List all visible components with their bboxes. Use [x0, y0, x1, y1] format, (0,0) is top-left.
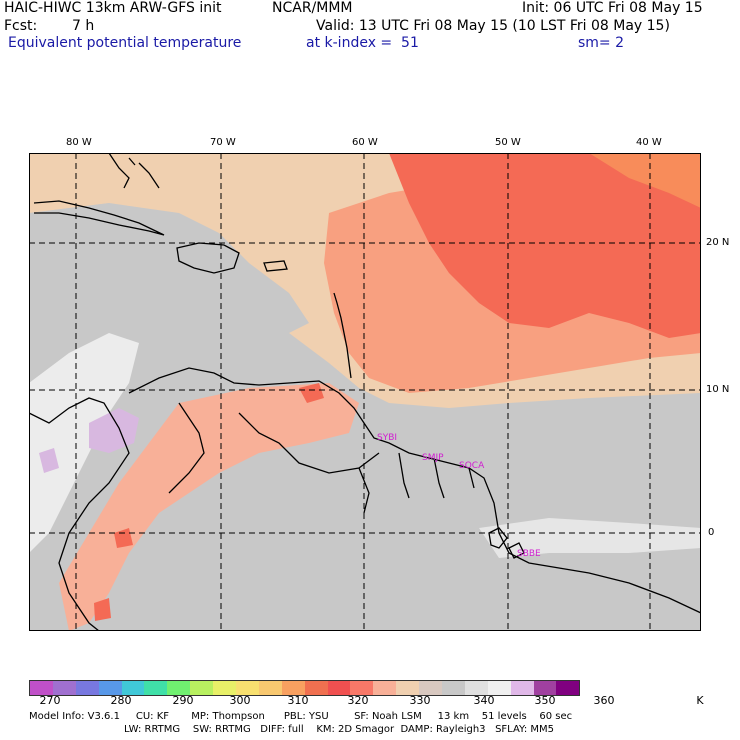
- colorbar-label: 340: [473, 694, 495, 707]
- lat-label-equator: 0: [708, 527, 715, 538]
- colorbar-swatch: [52, 681, 76, 695]
- colorbar-label: 350: [534, 694, 556, 707]
- lon-label-80w: 80 W: [66, 137, 92, 148]
- model-title: HAIC-HIWC 13km ARW-GFS init: [4, 0, 222, 16]
- colorbar-label: 280: [110, 694, 132, 707]
- colorbar-swatch: [556, 681, 580, 695]
- central-america-coast: [29, 397, 130, 631]
- colorbar-swatch: [281, 681, 305, 695]
- valid-time: Valid: 13 UTC Fri 08 May 15 (10 LST Fri …: [316, 18, 670, 34]
- level-label: at k-index = 51: [306, 35, 419, 51]
- lon-label-60w: 60 W: [352, 137, 378, 148]
- cuba-coast: [33, 200, 165, 236]
- smoothing-label: sm= 2: [578, 35, 625, 51]
- colorbar-label: 330: [409, 694, 431, 707]
- field-red-core: [389, 153, 701, 338]
- colorbar-swatch: [419, 681, 443, 695]
- forecast-label: Fcst:: [4, 18, 38, 34]
- init-time: Init: 06 UTC Fri 08 May 15: [522, 0, 703, 16]
- hispaniola-coast: [176, 242, 240, 274]
- colorbar-label: 300: [229, 694, 251, 707]
- lon-label-70w: 70 W: [210, 137, 236, 148]
- org-label: NCAR/MMM: [272, 0, 353, 16]
- equivalent-potential-temperature-map: SYBI SMJP SOCA SBBE: [29, 153, 701, 631]
- colorbar-swatch: [510, 681, 534, 695]
- puerto-rico-coast: [263, 260, 288, 272]
- colorbar-swatch: [533, 681, 557, 695]
- field-salmon-venezuela: [59, 383, 359, 631]
- colorbar-swatch: [98, 681, 122, 695]
- colorbar-swatch: [213, 681, 237, 695]
- venezuela-coast: [128, 367, 701, 614]
- station-labels: SYBI SMJP SOCA SBBE: [377, 433, 541, 559]
- field-grey-caribbean: [29, 203, 309, 373]
- station-soca: SOCA: [459, 461, 485, 471]
- colorbar-label: 310: [287, 694, 309, 707]
- colorbar-label: 320: [347, 694, 369, 707]
- colorbar-swatch: [350, 681, 374, 695]
- bahamas: [128, 157, 160, 189]
- colorbar-swatch: [190, 681, 214, 695]
- station-sybi: SYBI: [377, 433, 397, 443]
- colorbar-swatch: [236, 681, 259, 695]
- colorbar-swatch: [167, 681, 191, 695]
- colorbar-label: K: [696, 694, 704, 707]
- country-borders: [168, 402, 475, 514]
- colorbar-swatch: [487, 681, 511, 695]
- colorbar-label: 290: [172, 694, 194, 707]
- colorbar-swatch: [396, 681, 420, 695]
- colorbar: [29, 680, 581, 696]
- graticule: [29, 153, 701, 631]
- colorbar-label: 360: [593, 694, 615, 707]
- coastlines: [29, 153, 701, 631]
- forecast-hour: 7 h: [72, 18, 95, 34]
- field-light-band-east: [479, 518, 701, 558]
- colorbar-swatch: [30, 681, 53, 695]
- field-white-west: [29, 333, 139, 553]
- field-lavender-patch: [89, 408, 139, 453]
- lesser-antilles: [333, 292, 352, 379]
- colorbar-swatch: [464, 681, 488, 695]
- colorbar-swatch: [304, 681, 328, 695]
- field-lavender-patch-2: [39, 448, 59, 473]
- colorbar-swatch: [327, 681, 351, 695]
- lat-label-10n: 10 N: [706, 384, 730, 395]
- model-info-line-2: LW: RRTMG SW: RRTMG DIFF: full KM: 2D Sm…: [124, 724, 554, 735]
- colorbar-swatch: [144, 681, 168, 695]
- map-frame: [29, 153, 701, 631]
- florida-keys: [108, 153, 130, 189]
- colorbar-swatch: [121, 681, 145, 695]
- lat-label-20n: 20 N: [706, 237, 730, 248]
- field-name: Equivalent potential temperature: [8, 35, 242, 51]
- station-smjp: SMJP: [422, 453, 444, 463]
- colorbar-swatch: [373, 681, 397, 695]
- lon-label-50w: 50 W: [495, 137, 521, 148]
- field-orange-ne: [589, 153, 701, 208]
- colorbar-swatch: [258, 681, 282, 695]
- model-info-line-1: Model Info: V3.6.1 CU: KF MP: Thompson P…: [29, 711, 573, 722]
- lon-label-40w: 40 W: [636, 137, 662, 148]
- colorbar-swatch: [442, 681, 465, 695]
- colorbar-swatch: [75, 681, 99, 695]
- station-sbbe: SBBE: [517, 549, 541, 559]
- colorbar-label: 270: [39, 694, 61, 707]
- amazon-delta: [488, 527, 525, 559]
